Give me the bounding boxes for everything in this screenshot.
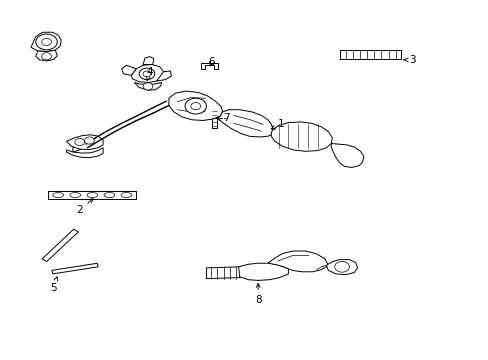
Ellipse shape (104, 193, 115, 198)
Polygon shape (52, 263, 98, 274)
Circle shape (36, 34, 57, 50)
Polygon shape (271, 122, 331, 151)
Polygon shape (339, 50, 400, 59)
Polygon shape (42, 229, 78, 262)
Polygon shape (66, 135, 103, 149)
Polygon shape (36, 50, 57, 61)
Polygon shape (66, 148, 103, 158)
Polygon shape (206, 267, 240, 279)
Polygon shape (143, 57, 154, 64)
Polygon shape (73, 138, 98, 152)
Polygon shape (168, 91, 222, 121)
Circle shape (143, 83, 153, 90)
Text: 2: 2 (76, 199, 93, 216)
Polygon shape (134, 82, 161, 90)
Circle shape (184, 98, 206, 114)
Circle shape (334, 261, 348, 272)
Polygon shape (217, 110, 273, 137)
Text: 1: 1 (271, 120, 284, 129)
Polygon shape (122, 65, 136, 75)
Polygon shape (330, 143, 363, 167)
Circle shape (190, 103, 200, 110)
Text: 3: 3 (403, 55, 415, 65)
Ellipse shape (53, 193, 63, 198)
Circle shape (139, 68, 155, 80)
Circle shape (84, 137, 94, 144)
Ellipse shape (87, 193, 98, 198)
Text: 4: 4 (146, 67, 152, 81)
Polygon shape (157, 71, 171, 81)
Text: 8: 8 (254, 283, 261, 305)
Circle shape (143, 71, 151, 77)
Circle shape (41, 39, 51, 45)
Ellipse shape (70, 193, 81, 198)
Circle shape (75, 138, 84, 145)
Text: 6: 6 (207, 57, 214, 67)
Ellipse shape (121, 193, 132, 198)
Polygon shape (326, 260, 357, 275)
Polygon shape (211, 109, 216, 128)
Polygon shape (267, 251, 328, 272)
Polygon shape (31, 32, 61, 51)
Polygon shape (131, 64, 163, 82)
Circle shape (41, 53, 51, 60)
Polygon shape (238, 263, 288, 280)
Polygon shape (48, 192, 136, 199)
Polygon shape (200, 63, 218, 69)
Text: 7: 7 (216, 113, 229, 123)
Text: 5: 5 (50, 277, 58, 293)
